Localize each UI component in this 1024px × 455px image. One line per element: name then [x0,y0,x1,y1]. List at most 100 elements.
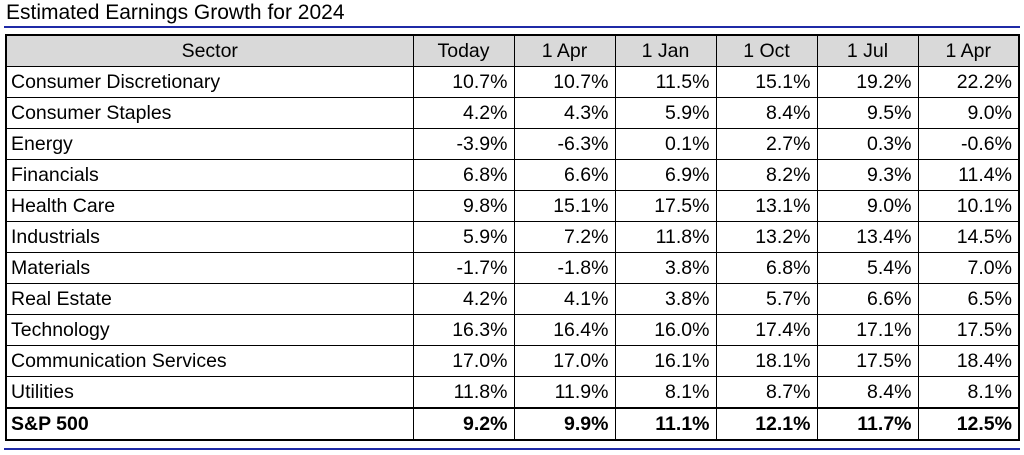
sector-cell: Energy [5,128,414,160]
value-cell: 22.2% [917,66,1020,98]
table-row: Health Care 9.8% 15.1% 17.5% 13.1% 9.0% 10.1% [5,190,1020,222]
value-cell: 8.2% [715,159,818,191]
value-cell: 8.1% [917,376,1020,409]
value-cell: 16.0% [614,314,717,346]
value-cell: 4.2% [412,283,515,315]
value-cell: 8.1% [614,376,717,409]
value-cell: -6.3% [513,128,616,160]
table-row: Real Estate 4.2% 4.1% 3.8% 5.7% 6.6% 6.5% [5,283,1020,315]
earnings-growth-table: Sector Today 1 Apr 1 Jan 1 Oct 1 Jul 1 A… [5,34,1020,441]
value-cell: -1.8% [513,252,616,284]
table-row: Communication Services 17.0% 17.0% 16.1% 18.… [5,345,1020,377]
value-cell: 8.4% [715,97,818,129]
value-cell: 4.1% [513,283,616,315]
value-cell: 6.5% [917,283,1020,315]
value-cell: 16.1% [614,345,717,377]
table-row: Energy -3.9% -6.3% 0.1% 2.7% 0.3% -0.6% [5,128,1020,160]
value-cell: 11.4% [917,159,1020,191]
value-cell: 19.2% [816,66,919,98]
value-cell: 17.5% [917,314,1020,346]
column-header: 1 Oct [715,34,818,67]
value-cell: 11.8% [614,221,717,253]
value-cell: 10.7% [513,66,616,98]
value-cell: 3.8% [614,283,717,315]
sector-cell: S&P 500 [5,407,414,441]
sector-cell: Communication Services [5,345,414,377]
value-cell: 4.3% [513,97,616,129]
value-cell: 17.1% [816,314,919,346]
value-cell: 17.0% [513,345,616,377]
value-cell: 9.2% [412,407,515,441]
column-header: 1 Apr [513,34,616,67]
value-cell: 12.1% [715,407,818,441]
column-header: 1 Apr [917,34,1020,67]
value-cell: 9.0% [816,190,919,222]
column-header: 1 Jul [816,34,919,67]
total-row: S&P 500 9.2% 9.9% 11.1% 12.1% 11.7% 12.5% [5,407,1020,441]
value-cell: 7.2% [513,221,616,253]
value-cell: 9.5% [816,97,919,129]
sector-cell: Health Care [5,190,414,222]
value-cell: 11.7% [816,407,919,441]
sector-cell: Consumer Discretionary [5,66,414,98]
value-cell: 17.5% [614,190,717,222]
sector-cell: Consumer Staples [5,97,414,129]
table-row: Consumer Discretionary 10.7% 10.7% 11.5% 15.… [5,66,1020,98]
table-row: Technology 16.3% 16.4% 16.0% 17.4% 17.1% 17.5% [5,314,1020,346]
table-body: Consumer Discretionary 10.7% 10.7% 11.5% 15.… [5,66,1020,441]
value-cell: 11.9% [513,376,616,409]
value-cell: 5.4% [816,252,919,284]
bottom-rule [4,448,1020,450]
value-cell: -1.7% [412,252,515,284]
value-cell: 17.4% [715,314,818,346]
table-row: Utilities 11.8% 11.9% 8.1% 8.7% 8.4% 8.1% [5,376,1020,409]
sector-cell: Materials [5,252,414,284]
value-cell: 6.6% [513,159,616,191]
table-row: Industrials 5.9% 7.2% 11.8% 13.2% 13.4% 14.5% [5,221,1020,253]
sector-cell: Industrials [5,221,414,253]
value-cell: 13.2% [715,221,818,253]
value-cell: 2.7% [715,128,818,160]
value-cell: 16.4% [513,314,616,346]
value-cell: -3.9% [412,128,515,160]
value-cell: 16.3% [412,314,515,346]
value-cell: 10.1% [917,190,1020,222]
value-cell: 17.0% [412,345,515,377]
value-cell: 6.9% [614,159,717,191]
sector-cell: Utilities [5,376,414,409]
sector-cell: Real Estate [5,283,414,315]
table-row: Financials 6.8% 6.6% 6.9% 8.2% 9.3% 11.4% [5,159,1020,191]
value-cell: 9.8% [412,190,515,222]
value-cell: 6.8% [412,159,515,191]
table-row: Materials -1.7% -1.8% 3.8% 6.8% 5.4% 7.0% [5,252,1020,284]
value-cell: 7.0% [917,252,1020,284]
value-cell: 8.4% [816,376,919,409]
value-cell: 17.5% [816,345,919,377]
value-cell: 9.3% [816,159,919,191]
value-cell: 4.2% [412,97,515,129]
header-row: Sector Today 1 Apr 1 Jan 1 Oct 1 Jul 1 A… [5,34,1020,67]
title-rule [4,26,1020,28]
value-cell: 11.1% [614,407,717,441]
value-cell: 9.9% [513,407,616,441]
value-cell: 5.9% [614,97,717,129]
value-cell: 3.8% [614,252,717,284]
sector-cell: Financials [5,159,414,191]
table-title: Estimated Earnings Growth for 2024 [6,1,345,24]
value-cell: 12.5% [917,407,1020,441]
value-cell: 10.7% [412,66,515,98]
value-cell: 15.1% [715,66,818,98]
column-header: Today [412,34,515,67]
value-cell: 14.5% [917,221,1020,253]
value-cell: 6.6% [816,283,919,315]
column-header: 1 Jan [614,34,717,67]
value-cell: 13.1% [715,190,818,222]
value-cell: 18.1% [715,345,818,377]
table-row: Consumer Staples 4.2% 4.3% 5.9% 8.4% 9.5% 9.0% [5,97,1020,129]
value-cell: 0.3% [816,128,919,160]
value-cell: 8.7% [715,376,818,409]
sector-cell: Technology [5,314,414,346]
value-cell: 18.4% [917,345,1020,377]
value-cell: 15.1% [513,190,616,222]
value-cell: 11.8% [412,376,515,409]
